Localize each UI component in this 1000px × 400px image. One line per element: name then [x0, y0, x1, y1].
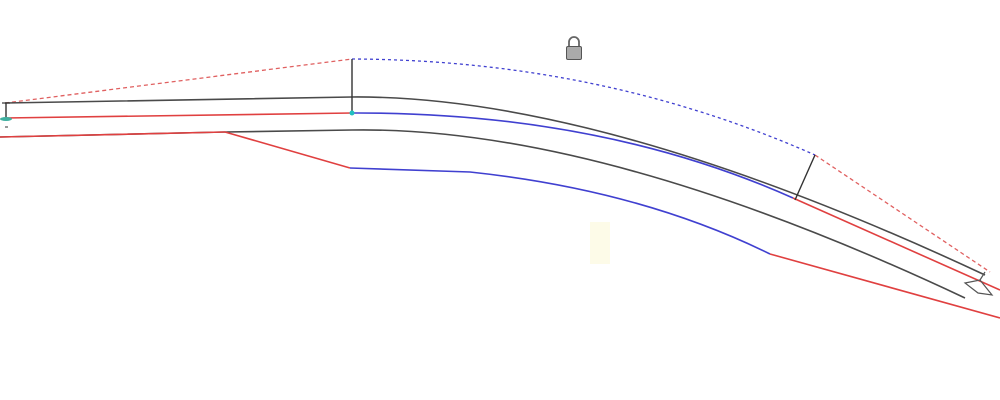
pc-marker[interactable] [349, 110, 355, 116]
start-marker-icon[interactable] [0, 102, 12, 128]
offset-tangent-out[interactable] [769, 253, 1000, 319]
centerline-tangent-out[interactable] [792, 197, 1000, 291]
top-edge-line[interactable] [4, 96, 986, 276]
faint-highlight [590, 222, 610, 264]
bottom-edge-red[interactable] [0, 131, 226, 138]
construction-tangent-in [4, 58, 353, 104]
end-marker-icon[interactable] [963, 271, 994, 296]
offset-curve[interactable] [349, 167, 771, 255]
lock-icon[interactable] [566, 36, 582, 60]
pt-tick [794, 154, 816, 201]
centerline-tangent-in[interactable] [4, 112, 353, 119]
bottom-edge-line[interactable] [0, 129, 966, 299]
offset-tangent-in[interactable] [224, 131, 351, 169]
centerline-curve[interactable] [351, 112, 794, 199]
construction-curve [351, 58, 816, 156]
construction-tangent-out [814, 154, 991, 273]
